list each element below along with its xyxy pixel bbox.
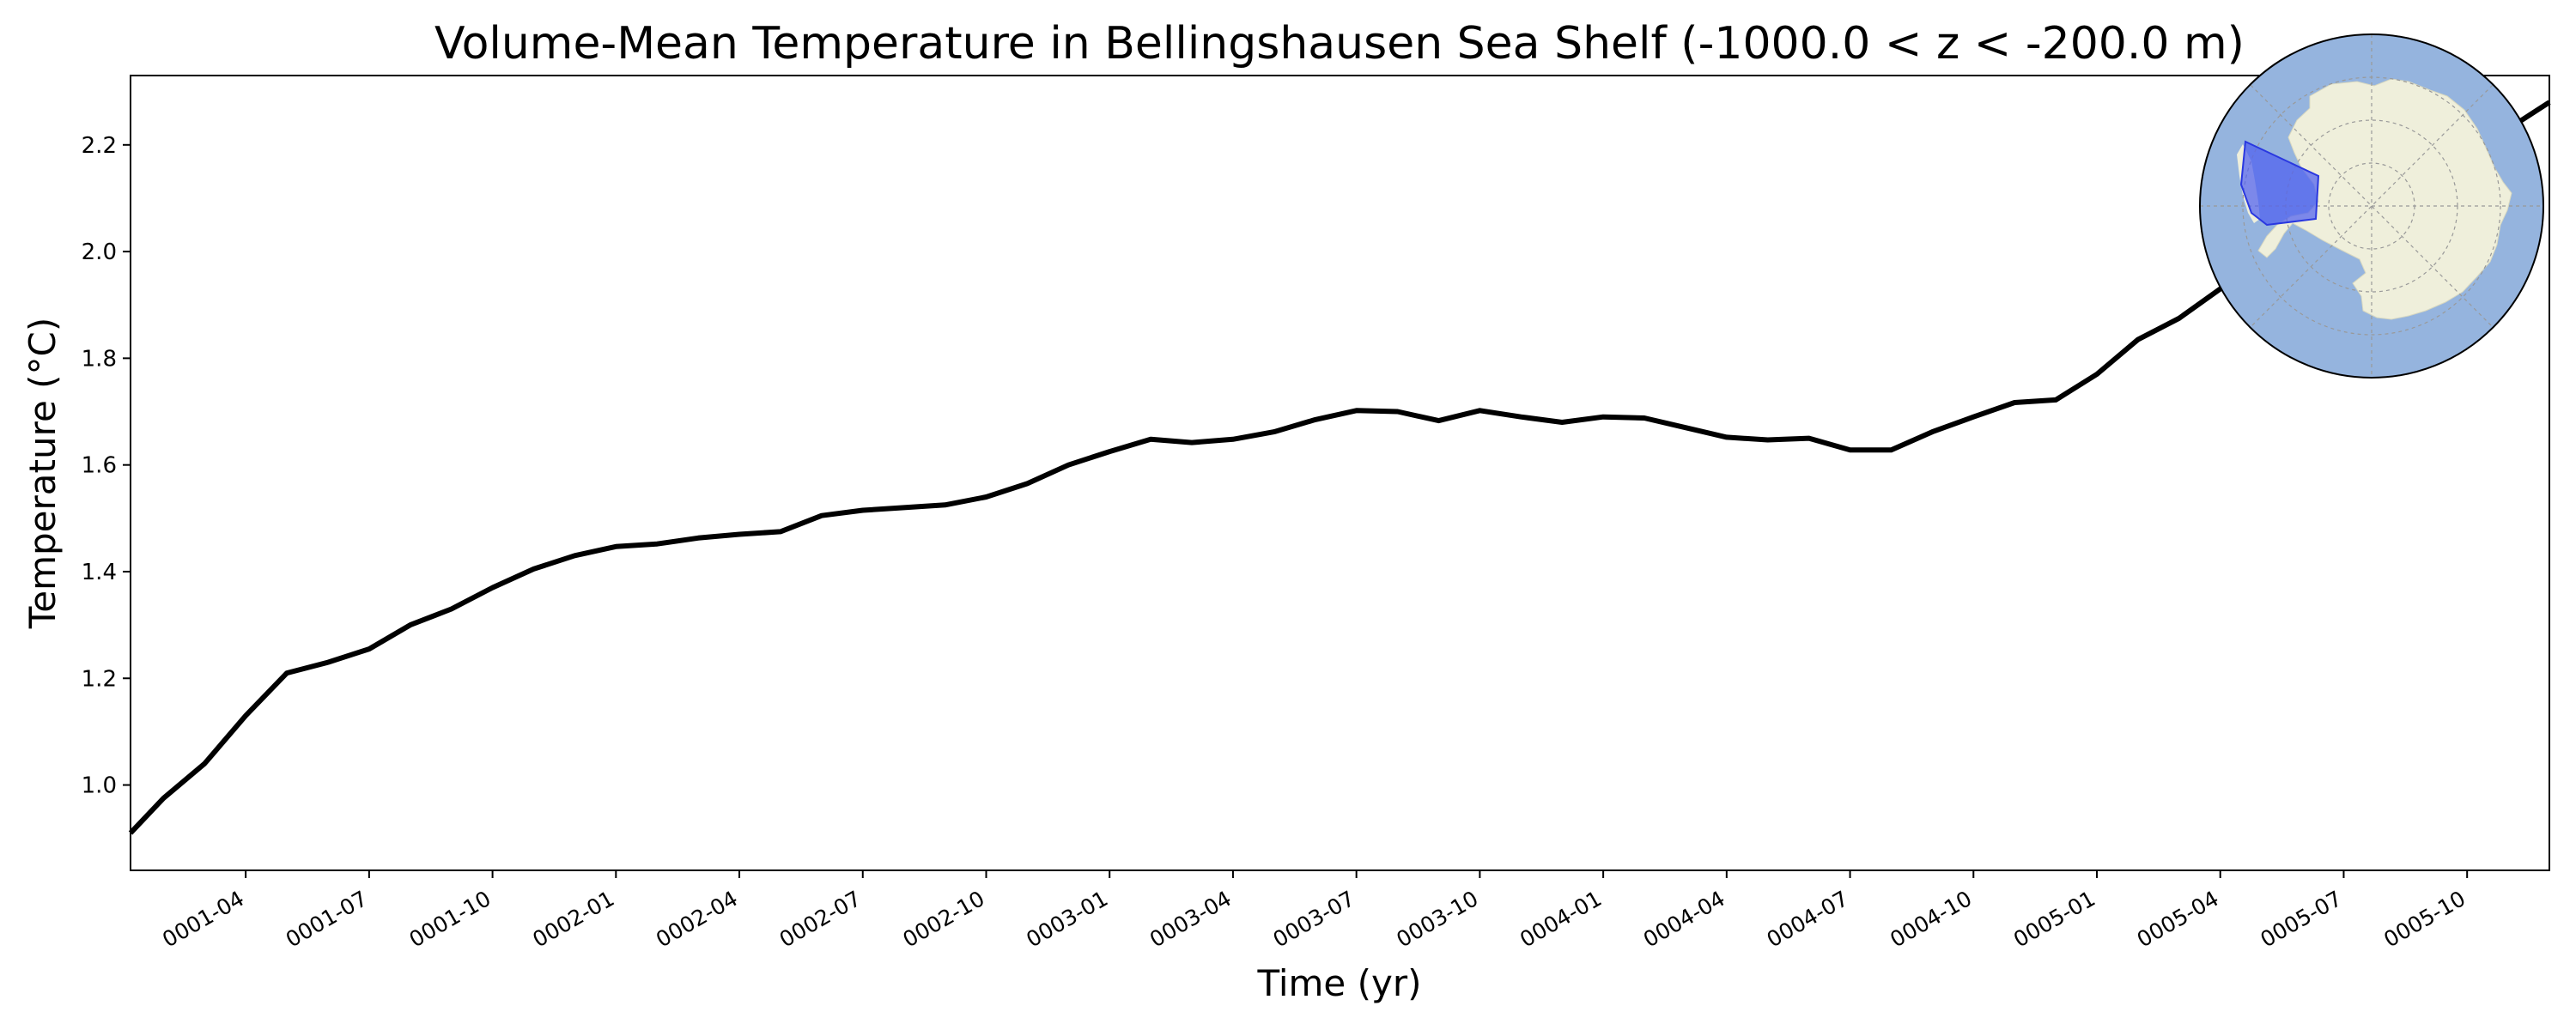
x-tick-label: 0005-07 <box>2256 886 2346 952</box>
data-point <box>1518 415 1523 420</box>
y-tick-label: 1.4 <box>82 560 117 585</box>
series-line-temperature <box>128 100 2551 835</box>
x-tick-label: 0004-10 <box>1886 886 1976 952</box>
y-tick-label: 1.8 <box>82 346 117 372</box>
inset-graticule <box>2200 34 2543 378</box>
data-point <box>737 531 742 536</box>
data-point <box>696 536 701 541</box>
data-point <box>1148 437 1153 442</box>
x-tick-label: 0001-10 <box>405 886 495 952</box>
data-point <box>490 585 495 591</box>
data-point <box>613 544 618 549</box>
data-point <box>902 505 907 510</box>
x-tick-label: 0005-10 <box>2379 886 2470 952</box>
inset-region-highlight <box>2239 140 2320 227</box>
data-point <box>408 622 413 627</box>
data-point <box>1642 415 1647 421</box>
x-tick-label: 0003-04 <box>1145 886 1236 952</box>
inset-border <box>2199 33 2544 379</box>
y-tick-label: 1.0 <box>82 773 117 799</box>
x-tick-label: 0005-04 <box>2133 886 2223 952</box>
data-point <box>1436 418 1441 423</box>
data-point <box>202 761 207 766</box>
inset-map-antarctica <box>2199 33 2544 379</box>
data-point <box>778 529 783 534</box>
data-point <box>1807 436 1812 441</box>
x-tick-label: 0002-04 <box>652 886 742 952</box>
x-tick-label: 0002-01 <box>528 886 618 952</box>
data-point <box>860 508 866 513</box>
y-axis: 1.0 1.2 1.4 1.6 1.8 2.0 2.2 <box>82 133 131 799</box>
data-point <box>128 830 133 835</box>
x-tick-label: 0001-07 <box>282 886 372 952</box>
plot-frame <box>130 75 2550 871</box>
data-point <box>1189 440 1194 445</box>
data-point <box>983 494 988 500</box>
data-point <box>943 502 948 507</box>
data-point <box>2547 100 2552 105</box>
data-point <box>1354 408 1359 413</box>
data-point <box>2177 316 2182 321</box>
x-tick-label: 0004-01 <box>1516 886 1606 952</box>
x-axis-title: Time (yr) <box>1256 962 1421 1004</box>
data-point <box>2136 337 2141 342</box>
data-point <box>1272 429 1277 434</box>
y-tick-label: 1.2 <box>82 666 117 692</box>
data-point <box>325 660 331 665</box>
data-point <box>243 713 248 718</box>
data-point <box>1559 420 1564 425</box>
data-point <box>1683 425 1688 430</box>
data-point <box>572 553 577 558</box>
x-tick-label: 0003-01 <box>1022 886 1112 952</box>
x-tick-label: 0001-04 <box>158 886 248 952</box>
data-point <box>1395 409 1400 415</box>
x-tick-label: 0004-07 <box>1763 886 1853 952</box>
data-point <box>449 606 454 611</box>
data-point <box>1107 449 1112 454</box>
data-point <box>1230 437 1236 442</box>
data-point <box>367 646 372 651</box>
data-point <box>1888 447 1893 452</box>
series-points <box>128 100 2552 835</box>
x-tick-label: 0002-10 <box>899 886 989 952</box>
data-point <box>1313 417 1318 422</box>
x-tick-label: 0004-04 <box>1639 886 1729 952</box>
data-point <box>284 670 289 676</box>
data-point <box>1024 481 1030 486</box>
x-tick-label: 0002-07 <box>775 886 866 952</box>
data-point <box>1848 447 1853 452</box>
y-tick-label: 2.2 <box>82 133 117 159</box>
x-tick-label: 0003-07 <box>1269 886 1359 952</box>
chart-title: Volume-Mean Temperature in Bellingshause… <box>434 18 2245 70</box>
y-tick-label: 2.0 <box>82 239 117 265</box>
data-point <box>654 542 659 547</box>
data-point <box>1477 408 1482 413</box>
data-point <box>1765 437 1771 442</box>
data-point <box>1601 415 1606 420</box>
data-point <box>819 513 824 518</box>
data-point <box>2012 400 2017 405</box>
data-point <box>1929 429 1935 434</box>
plot-area: 1.01.21.41.61.82.02.2 0001-04 0001-07 0001… <box>82 75 2552 952</box>
x-axis: 0001-04 0001-07 0001-10 0002-01 0002-04 0002-… <box>158 870 2470 952</box>
x-tick-label: 0003-10 <box>1392 886 1482 952</box>
data-point <box>1066 463 1071 468</box>
y-axis-title: Temperature (°C) <box>21 318 64 630</box>
y-tick-label: 1.6 <box>82 453 117 479</box>
data-point <box>532 566 537 572</box>
x-tick-label: 0005-01 <box>2009 886 2099 952</box>
data-point <box>2094 372 2099 377</box>
data-point <box>161 796 166 801</box>
data-point <box>1971 415 1976 420</box>
data-point <box>2053 397 2058 403</box>
data-point <box>1724 434 1729 439</box>
